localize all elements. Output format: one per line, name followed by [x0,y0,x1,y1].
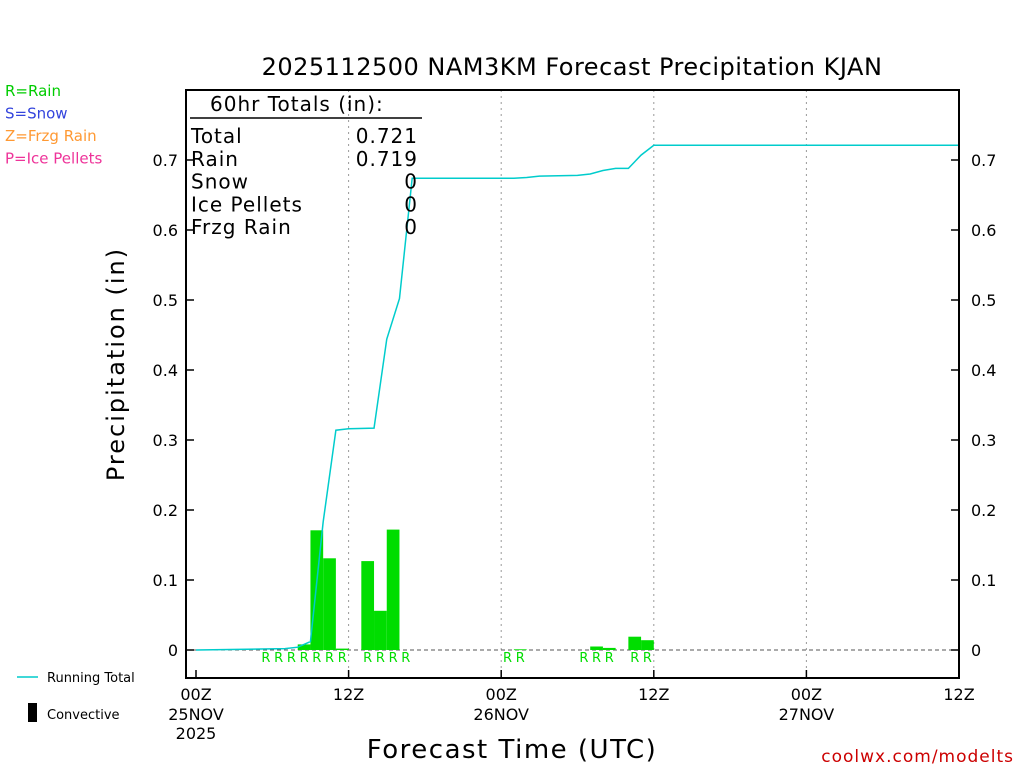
totals-box: 60hr Totals (in): Total 0.721 Rain 0.719 Sno… [190,92,422,239]
x-tick-date: 26NOV [473,705,529,724]
rain-bar [361,561,375,650]
grid-layer [186,90,959,678]
rain-bar [310,530,324,650]
x-tick-label: 00Z [486,685,517,704]
running-total-layer [195,144,959,651]
ptype-marker: R [363,651,372,666]
y-tick-label-left: 0.1 [153,571,178,590]
rain-bar [513,649,527,651]
x-tick-label: 12Z [638,685,669,704]
x-axis-label: Forecast Time (UTC) [367,735,658,765]
ptype-marker: R [389,651,398,666]
ptype-marker: R [643,651,652,666]
running-total-line [195,144,959,651]
y-tick-label-right: 0 [971,641,981,660]
x-tick-year: 2025 [176,724,217,743]
y-tick-label-right: 0.5 [971,291,996,310]
y-tick-label-right: 0.7 [971,151,996,170]
y-axis-label: Precipitation (in) [102,247,130,481]
totals-row-value: 0 [404,192,418,216]
y-tick-label-left: 0.7 [153,151,178,170]
ptype-marker: R [300,651,309,666]
rain-bar [335,648,349,650]
chart-title: 2025112500 NAM3KM Forecast Precipitation… [262,53,883,81]
ptype-legend-item: P=Ice Pellets [5,150,102,168]
y-tick-label-right: 0.6 [971,221,996,240]
ptype-marker: R [274,651,283,666]
ptype-marker: R [516,651,525,666]
totals-header: 60hr Totals (in): [210,92,384,116]
ptype-legend: R=Rain S=Snow Z=Frzg Rain P=Ice Pellets [5,82,102,168]
bars-layer [297,529,654,651]
x-tick-label: 00Z [791,685,822,704]
ptype-marker: R [401,651,410,666]
rain-bar [386,529,400,650]
ptype-marker: R [287,651,296,666]
y-tick-label-right: 0.1 [971,571,996,590]
y-tick-label-left: 0.2 [153,501,178,520]
totals-row-label: Rain [191,147,239,171]
totals-rows: Total 0.721 Rain 0.719 Snow 0 Ice Pellets 0 Frzg… [190,124,418,239]
y-tick-label-left: 0 [168,641,178,660]
ptype-marker: R [312,651,321,666]
x-tick-label: 00Z [180,685,211,704]
totals-row-label: Total [190,124,243,148]
totals-row-value: 0.721 [356,124,418,148]
rain-bar [628,636,642,650]
y-axis-right: 0 0.1 0.2 0.3 0.4 0.5 0.6 0.7 [951,151,996,660]
y-tick-label-right: 0.2 [971,501,996,520]
rain-bar [602,647,616,650]
ptype-marker: R [592,651,601,666]
y-axis-left: 0 0.1 0.2 0.3 0.4 0.5 0.6 0.7 [153,151,194,660]
y-tick-label-left: 0.4 [153,361,178,380]
y-tick-label-right: 0.4 [971,361,996,380]
convective-legend-label: Convective [47,708,120,723]
y-tick-label-left: 0.5 [153,291,178,310]
ptype-marker: R [261,651,270,666]
running-total-legend-label: Running Total [47,671,135,686]
x-tick-label: 12Z [333,685,364,704]
totals-row-label: Snow [191,170,249,194]
x-tick-label: 12Z [943,685,974,704]
totals-row-label: Frzg Rain [191,215,292,239]
ptype-marker: R [503,651,512,666]
totals-row-value: 0.719 [356,147,418,171]
ptype-marker: R [338,651,347,666]
totals-row-value: 0 [404,170,418,194]
x-tick-date: 25NOV [168,705,224,724]
ptype-marker: R [579,651,588,666]
rain-bar [323,558,336,650]
ptype-marker: R [605,651,614,666]
rain-bar [641,640,654,650]
ptype-marker: R [376,651,385,666]
ptype-marker: R [325,651,334,666]
ptype-legend-item: R=Rain [5,82,61,100]
rain-bar [374,610,387,650]
totals-row-value: 0 [404,215,418,239]
rain-bar [297,644,311,650]
convective-legend-swatch [28,703,37,722]
y-tick-label-left: 0.3 [153,431,178,450]
ptype-legend-item: Z=Frzg Rain [5,127,97,145]
series-legend: Running Total Convective [17,671,135,723]
ptype-marker: R [630,651,639,666]
ptype-legend-item: S=Snow [5,105,68,123]
plot-frame [185,89,960,679]
rain-bar [590,646,603,650]
y-tick-label-left: 0.6 [153,221,178,240]
y-tick-label-right: 0.3 [971,431,996,450]
totals-row-label: Ice Pellets [191,192,303,216]
x-tick-date: 27NOV [779,705,835,724]
credit-text: coolwx.com/modelts [821,747,1014,767]
